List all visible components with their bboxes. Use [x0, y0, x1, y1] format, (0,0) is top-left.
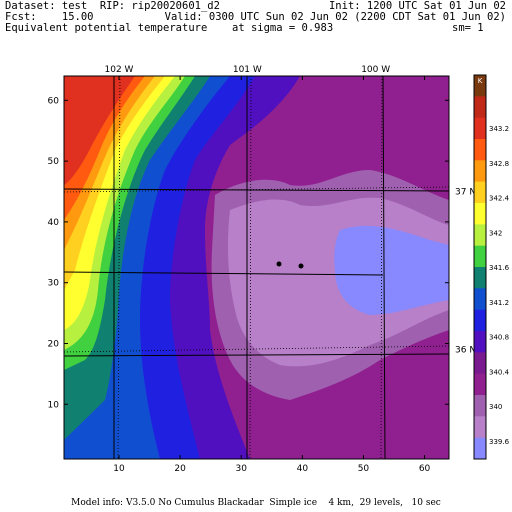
colorbar: K 343.2 342.8 342.4 342 341.6 341.2 340.8 340.4 3… — [473, 74, 510, 460]
station-dot-1 — [276, 261, 282, 267]
lon-label: 100 W — [361, 65, 390, 75]
colorbar-label: 342.8 — [489, 160, 509, 168]
station-dot-2 — [298, 263, 304, 269]
lat-label: 37 N — [455, 188, 476, 198]
colorbar-swatch — [474, 437, 486, 460]
colorbar-swatch — [474, 395, 486, 417]
colorbar-swatch — [474, 139, 486, 161]
x-tick-label: 60 — [419, 464, 431, 474]
plot-field — [64, 76, 449, 459]
colorbar-label: 341.2 — [489, 299, 509, 307]
x-tick-label: 40 — [297, 464, 309, 474]
colorbar-swatch — [474, 373, 486, 396]
colorbar-swatch — [474, 309, 486, 332]
colorbar-swatch — [474, 203, 486, 225]
colorbar-label: 342 — [489, 229, 502, 237]
colorbar-label: 340.8 — [489, 334, 509, 342]
colorbar-swatch — [474, 267, 486, 289]
latlon-grid — [63, 75, 450, 460]
y-tick-label: 60 — [48, 96, 60, 106]
colorbar-label: 343.2 — [489, 125, 509, 133]
colorbar-swatch — [474, 331, 486, 353]
field-label: Equivalent potential temperature — [5, 22, 208, 34]
colorbar-unit: K — [478, 77, 483, 85]
colorbar-label: 340 — [489, 403, 502, 411]
dataset-label: Dataset: test RIP: rip20020601_d2 — [5, 0, 220, 12]
y-tick-label: 30 — [48, 279, 60, 289]
colorbar-label: 341.6 — [489, 264, 510, 272]
level-label: at sigma = 0.983 — [232, 22, 334, 34]
colorbar-swatch — [474, 117, 486, 140]
colorbar-label: 340.4 — [489, 368, 510, 376]
model-info: Model info: V3.5.0 No Cumulus Blackadar … — [71, 498, 441, 508]
colorbar-swatch — [474, 245, 486, 268]
y-tick-label: 20 — [48, 339, 60, 349]
x-tick-label: 10 — [113, 464, 125, 474]
y-tick-label: 10 — [48, 400, 60, 410]
colorbar-swatch — [474, 75, 486, 97]
x-tick-label: 50 — [358, 464, 370, 474]
colorbar-swatch — [474, 181, 486, 204]
init-label: Init: 1200 UTC Sat 01 Jun 02 — [328, 0, 506, 12]
fcst-label: Fcst: 15.00 — [5, 11, 94, 23]
colorbar-label: 342.4 — [489, 195, 510, 203]
plot-frame — [63, 75, 450, 460]
lon-label: 102 W — [105, 65, 134, 75]
colorbar-swatch — [474, 224, 486, 247]
colorbar-swatch — [474, 96, 486, 119]
x-tick-label: 30 — [235, 464, 247, 474]
lat-label: 36 N — [455, 346, 476, 356]
colorbar-swatch — [474, 352, 486, 375]
smooth-label: sm= 1 — [452, 22, 484, 34]
y-tick-label: 50 — [48, 157, 60, 167]
colorbar-swatch — [474, 160, 486, 183]
colorbar-label: 339.6 — [489, 438, 510, 446]
y-tick-label: 40 — [48, 218, 60, 228]
axes: 10 20 30 40 50 60 10 20 30 40 50 60 102 W 101 W 100 W 3… — [48, 65, 477, 474]
map-boundaries — [63, 75, 450, 460]
valid-label: Valid: 0300 UTC Sun 02 Jun 02 (2200 CDT … — [164, 11, 506, 23]
x-tick-label: 20 — [174, 464, 186, 474]
colorbar-swatch — [474, 416, 486, 439]
lon-label: 101 W — [233, 65, 262, 75]
colorbar-swatch — [474, 288, 486, 311]
colorbar-frame — [473, 74, 487, 460]
